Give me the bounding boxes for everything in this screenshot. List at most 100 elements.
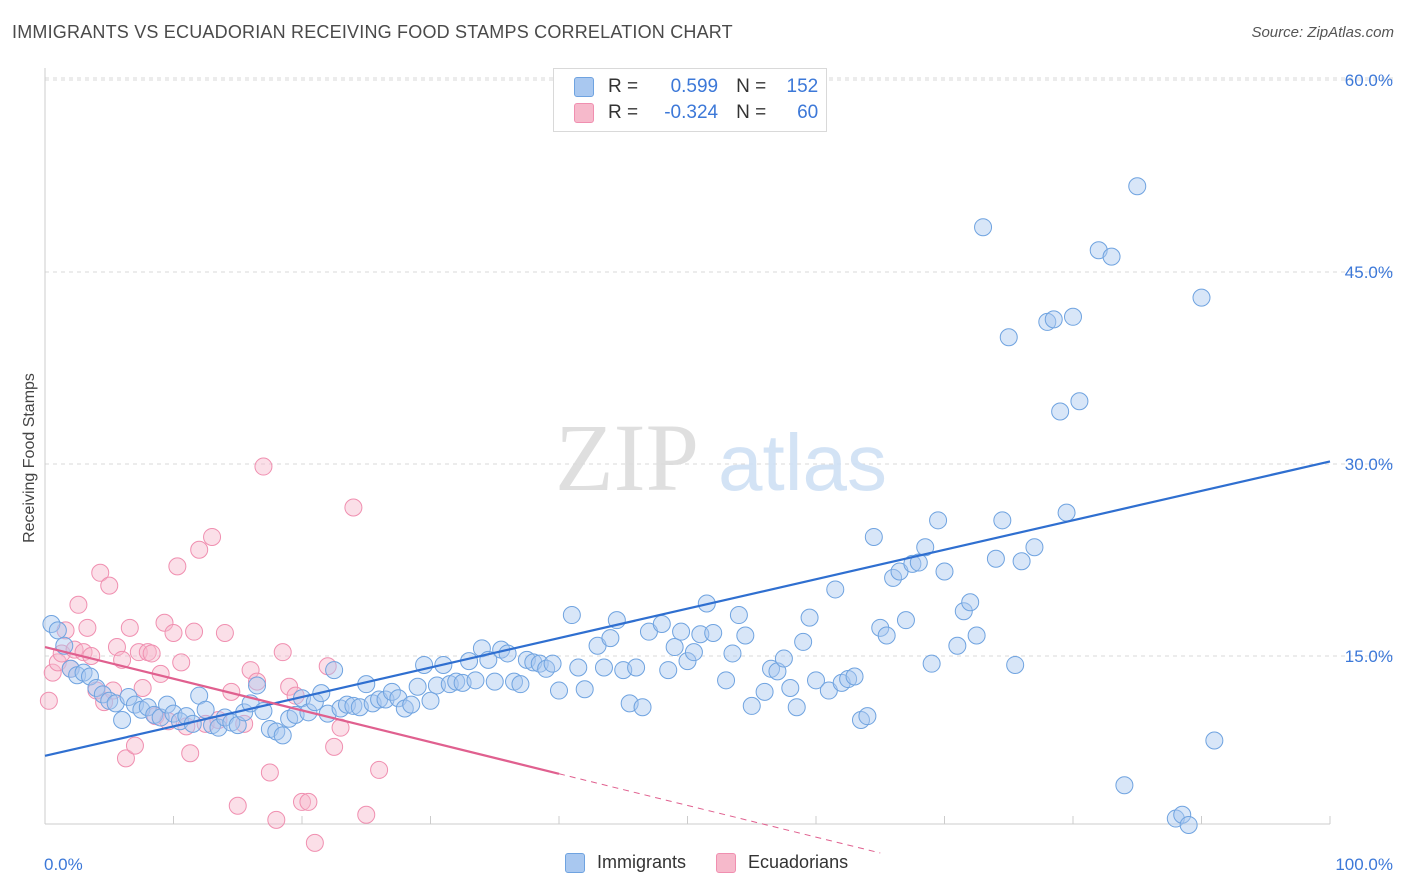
immigrant-point — [652, 615, 671, 633]
legend-item-ecuadorians: Ecuadorians — [716, 852, 848, 873]
immigrant-point — [678, 652, 697, 671]
immigrant-point — [755, 682, 774, 701]
immigrant-point — [421, 691, 440, 710]
immigrant-point — [742, 696, 761, 715]
watermark: ZIP atlas — [555, 404, 887, 511]
grid-lines — [45, 77, 1395, 657]
ecuadorian-point — [168, 557, 187, 576]
immigrant-point — [986, 549, 1005, 568]
immigrant-point — [627, 658, 646, 677]
ecuadorian-point — [203, 527, 222, 546]
legend-n-label: N = — [736, 76, 767, 97]
immigrant-point — [158, 695, 177, 714]
immigrant-point — [922, 654, 941, 673]
immigrant-point — [672, 622, 691, 641]
legend-swatch-immigrants — [565, 852, 585, 873]
immigrant-point — [382, 682, 401, 701]
immigrant-point — [93, 685, 112, 704]
ecuadorian-point — [125, 736, 144, 755]
immigrant-point — [601, 629, 620, 648]
immigrant-point — [684, 643, 703, 662]
ecuadorian-point — [120, 618, 139, 637]
legend-r-value: -0.324 — [664, 102, 719, 123]
legend-r-label: R = — [608, 102, 639, 123]
immigrant-point — [807, 671, 825, 690]
immigrant-point — [935, 562, 954, 581]
immigrant-point — [999, 328, 1018, 347]
immigrant-point — [1012, 552, 1031, 571]
chart-title: IMMIGRANTS VS ECUADORIAN RECEIVING FOOD … — [12, 22, 733, 42]
immigrant-point — [858, 707, 877, 726]
immigrant-point — [177, 707, 196, 726]
ecuadorian-point — [78, 618, 97, 637]
watermark-zip: ZIP — [555, 404, 699, 511]
immigrant-point — [704, 623, 723, 642]
immigrant-point — [794, 632, 813, 651]
immigrant-point — [800, 608, 819, 627]
immigrant-point — [787, 698, 806, 717]
immigrant-point — [1044, 310, 1063, 329]
immigrant-point — [575, 680, 594, 699]
immigrant-point — [954, 602, 973, 621]
tick-labels: 15.0% 30.0% 45.0% 60.0% 0.0% 100.0% — [44, 71, 1393, 874]
ecuadorian-point — [280, 677, 299, 696]
legend-n-value: 152 — [786, 76, 819, 97]
trend-lines — [44, 460, 1331, 854]
immigrant-point — [1102, 247, 1121, 266]
immigrant-point — [723, 644, 742, 663]
ecuadorian-point — [273, 643, 292, 662]
legend-swatch-ecuadorians — [574, 103, 594, 123]
immigrant-point — [961, 593, 980, 612]
immigrant-point — [903, 554, 922, 573]
immigrant-point — [543, 654, 562, 673]
legend-n-label: N = — [736, 102, 767, 123]
x-tick-label-1: 100.0% — [1335, 855, 1393, 874]
immigrant-point — [402, 695, 421, 714]
immigrant-point — [80, 667, 99, 686]
immigrants-points — [42, 177, 1224, 834]
immigrant-point — [729, 606, 748, 625]
immigrant-point — [273, 726, 292, 745]
legend-row-ecuadorians: R = -0.324 N = 60 — [574, 100, 818, 126]
immigrant-point — [1179, 815, 1198, 834]
ecuadorian-point — [254, 457, 273, 476]
ecuadorian-point — [325, 737, 344, 756]
series-legend: Immigrants Ecuadorians — [565, 852, 878, 873]
immigrant-point — [967, 626, 986, 645]
ecuadorian-point — [185, 622, 204, 641]
y-axis-label: Receiving Food Stamps — [21, 373, 38, 543]
ecuadorian-point — [293, 792, 311, 811]
immigrant-point — [884, 568, 903, 587]
ecuadorian-point — [228, 796, 247, 815]
immigrant-point — [916, 538, 935, 557]
immigrant-point — [974, 218, 993, 237]
legend-swatch-immigrants — [574, 77, 594, 97]
ecuadorian-point — [370, 760, 389, 779]
y-tick-label-1: 30.0% — [1345, 455, 1393, 474]
immigrant-point — [408, 677, 427, 696]
immigrant-point — [781, 679, 800, 697]
immigrant-point — [1115, 776, 1134, 795]
ecuadorian-point — [172, 653, 191, 672]
immigrant-point — [877, 626, 896, 645]
immigrant-point — [1070, 392, 1089, 411]
immigrant-point — [138, 698, 157, 717]
ecuadorians-points — [39, 457, 389, 852]
immigrant-point — [909, 553, 928, 572]
immigrant-point — [427, 676, 446, 695]
immigrant-point — [344, 696, 363, 715]
immigrant-point — [1057, 503, 1076, 522]
ecuadorian-point — [142, 644, 161, 663]
immigrant-point — [550, 681, 568, 700]
x-tick-label-0: 0.0% — [44, 855, 83, 874]
y-tick-label-2: 45.0% — [1345, 263, 1393, 282]
immigrant-point — [864, 527, 883, 546]
immigrant-point — [248, 676, 267, 695]
ecuadorian-point — [215, 623, 234, 642]
immigrant-point — [594, 658, 613, 677]
ecuadorian-point — [155, 613, 174, 632]
ecuadorians-trend-extension — [558, 773, 881, 854]
ecuadorians-trend-line — [44, 645, 560, 775]
immigrant-point — [993, 511, 1012, 530]
legend-r-label: R = — [608, 76, 639, 97]
